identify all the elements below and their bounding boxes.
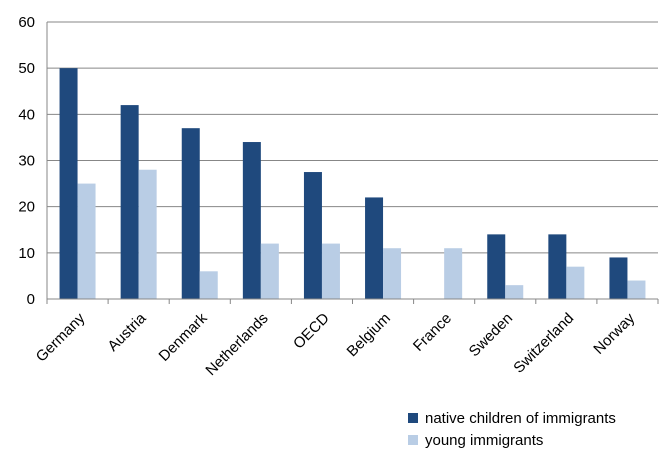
- y-tick-label: 40: [18, 106, 35, 123]
- x-tick-label: France: [410, 310, 455, 355]
- bar-native-children-germany: [59, 68, 78, 300]
- bar-young-immigrants-germany: [77, 183, 96, 299]
- y-tick-labels: 0 10 20 30 40 50 60: [18, 14, 35, 308]
- x-tick-label: OECD: [290, 310, 333, 353]
- bar-young-immigrants-austria: [138, 169, 157, 299]
- bar-young-immigrants-sweden: [505, 285, 524, 299]
- axes: [46, 22, 659, 304]
- x-tick-label: Switzerland: [510, 310, 577, 377]
- bar-young-immigrants-netherlands: [260, 243, 279, 299]
- y-tick-label: 30: [18, 153, 35, 170]
- bar-native-children-netherlands: [242, 142, 261, 299]
- y-tick-label: 50: [18, 60, 35, 77]
- x-tick-label: Austria: [104, 309, 149, 354]
- bar-native-children-switzerland: [548, 234, 567, 299]
- y-tick-label: 0: [27, 291, 35, 308]
- bar-young-immigrants-france: [444, 248, 463, 299]
- bar-young-immigrants-norway: [627, 280, 646, 299]
- x-tick-label: Sweden: [466, 310, 516, 360]
- legend-label: young immigrants: [425, 432, 543, 449]
- bar-native-children-denmark: [181, 128, 200, 299]
- legend-swatch: [408, 413, 418, 423]
- x-tick-label: Denmark: [156, 309, 211, 364]
- x-tick-label: Germany: [33, 309, 89, 365]
- bar-young-immigrants-denmark: [199, 271, 218, 299]
- y-tick-label: 60: [18, 14, 35, 31]
- legend-swatch: [408, 435, 418, 445]
- y-tick-label: 20: [18, 199, 35, 216]
- legend-label: native children of immigrants: [425, 410, 616, 427]
- bar-native-children-sweden: [487, 234, 506, 299]
- bar-young-immigrants-switzerland: [566, 266, 585, 299]
- bar-native-children-norway: [609, 257, 628, 299]
- bar-young-immigrants-oecd: [321, 243, 340, 299]
- bar-native-children-belgium: [365, 197, 384, 299]
- legend: native children of immigrants young immig…: [408, 410, 616, 449]
- x-tick-label: Norway: [590, 309, 638, 357]
- bars: [59, 68, 646, 300]
- x-tick-label: Belgium: [344, 310, 394, 360]
- x-tick-label: Netherlands: [202, 310, 271, 379]
- bar-native-children-austria: [120, 105, 139, 299]
- bar-native-children-oecd: [303, 172, 322, 299]
- bar-young-immigrants-belgium: [383, 248, 402, 299]
- y-tick-label: 10: [18, 245, 35, 262]
